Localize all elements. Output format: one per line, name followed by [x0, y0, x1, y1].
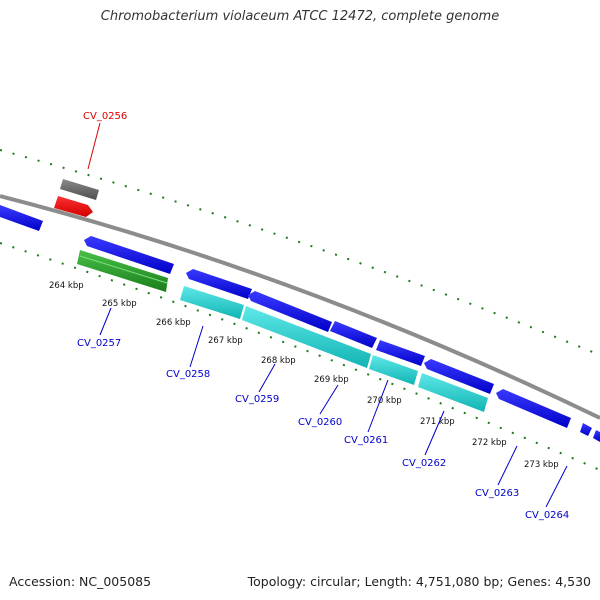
gene-cv0261-blue[interactable] [376, 340, 425, 366]
kbp-label: 272 kbp [472, 438, 507, 448]
cds-cv0258[interactable] [180, 286, 244, 319]
kbp-label: 271 kbp [420, 417, 455, 427]
gene-label-cv0259[interactable]: CV_0259 [235, 394, 279, 405]
gene-label-cv0260[interactable]: CV_0260 [298, 417, 342, 428]
cds-cv0262[interactable] [418, 373, 488, 412]
genome-summary: Topology: circular; Length: 4,751,080 bp… [247, 574, 591, 589]
label-leaders [87, 122, 568, 508]
rna-highlight-stripe [79, 255, 168, 284]
gc-track-inner [0, 242, 600, 471]
gc-track-outer [0, 149, 600, 356]
gene-label-cv0262[interactable]: CV_0262 [402, 458, 446, 469]
genome-backbone [0, 194, 600, 420]
gene-label-cv0258[interactable]: CV_0258 [166, 369, 210, 380]
kbp-label: 270 kbp [367, 396, 402, 406]
kbp-label: 268 kbp [261, 356, 296, 366]
kbp-label: 269 kbp [314, 375, 349, 385]
gene-label-cv0256[interactable]: CV_0256 [83, 111, 127, 122]
kbp-label: 267 kbp [208, 336, 243, 346]
kbp-label: 265 kbp [102, 299, 137, 309]
gene-cv0256[interactable] [54, 196, 93, 217]
gene-label-cv0261[interactable]: CV_0261 [344, 435, 388, 446]
accession-text: Accession: NC_005085 [9, 574, 152, 589]
gene-cv0257-blue[interactable] [84, 236, 174, 274]
gene-cv0265-blue[interactable] [593, 430, 600, 442]
gene-upstream[interactable] [0, 205, 43, 231]
kbp-label: 273 kbp [524, 460, 559, 470]
kbp-scale: 264 kbp 265 kbp 266 kbp 267 kbp 268 kbp … [49, 281, 559, 470]
gene-cv0260-blue[interactable] [330, 321, 377, 348]
gene-cv0263-blue[interactable] [496, 389, 571, 428]
gene-cv0264-blue[interactable] [580, 423, 592, 436]
gene-cv0259-blue[interactable] [248, 291, 332, 332]
gene-cv0262-blue[interactable] [424, 359, 494, 394]
cds-cv0261[interactable] [369, 355, 418, 385]
gene-label-cv0263[interactable]: CV_0263 [475, 488, 519, 499]
cds-cv0259-0260[interactable] [242, 306, 371, 368]
kbp-label: 264 kbp [49, 281, 84, 291]
kbp-label: 266 kbp [156, 318, 191, 328]
map-title: Chromobacterium violaceum ATCC 12472, co… [100, 9, 500, 24]
gene-label-cv0257[interactable]: CV_0257 [77, 338, 121, 349]
gene-cv0256-pseudo[interactable] [60, 179, 99, 200]
gene-label-cv0264[interactable]: CV_0264 [525, 510, 569, 521]
gene-cv0258-blue[interactable] [186, 269, 252, 299]
rna-cv0257[interactable] [77, 250, 168, 292]
